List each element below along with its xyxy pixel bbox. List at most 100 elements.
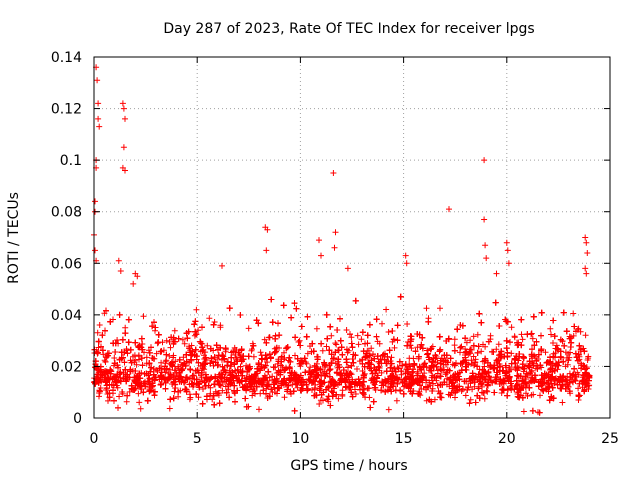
data-point xyxy=(231,382,238,389)
data-point xyxy=(195,394,202,401)
data-point xyxy=(582,332,589,339)
data-point xyxy=(575,325,582,332)
data-point xyxy=(415,353,422,360)
data-point xyxy=(136,356,142,363)
data-point xyxy=(166,405,173,412)
data-point xyxy=(263,339,270,346)
data-point xyxy=(257,390,264,397)
data-point xyxy=(383,306,390,313)
data-point xyxy=(349,344,356,351)
data-point xyxy=(354,366,360,372)
data-point xyxy=(481,363,488,370)
data-point xyxy=(245,325,252,332)
data-point xyxy=(345,364,351,371)
data-point xyxy=(175,363,181,370)
data-point xyxy=(511,333,518,340)
data-point xyxy=(391,344,398,351)
data-point xyxy=(343,327,350,333)
data-point xyxy=(467,396,474,403)
data-point xyxy=(382,388,389,395)
data-point xyxy=(222,345,229,352)
data-point xyxy=(96,322,103,328)
data-point xyxy=(298,323,305,330)
data-point xyxy=(283,345,290,352)
data-point xyxy=(370,351,376,358)
data-point xyxy=(307,364,314,371)
data-point xyxy=(345,347,352,354)
data-point xyxy=(348,334,355,341)
data-point xyxy=(535,383,542,390)
data-point xyxy=(394,364,401,371)
data-point xyxy=(408,345,415,352)
data-point xyxy=(575,385,582,392)
data-point xyxy=(193,306,200,313)
data-point xyxy=(520,408,527,415)
data-point xyxy=(179,336,186,343)
data-point xyxy=(332,340,339,347)
data-point xyxy=(331,355,338,361)
data-point xyxy=(162,358,169,365)
data-point xyxy=(163,351,170,358)
data-point xyxy=(376,367,383,374)
data-points xyxy=(91,64,593,416)
data-point xyxy=(150,355,157,362)
data-point xyxy=(373,333,380,340)
data-point xyxy=(339,351,346,358)
data-point xyxy=(380,351,387,358)
data-point xyxy=(335,347,342,354)
data-point xyxy=(144,397,151,404)
data-point xyxy=(485,382,491,389)
data-point xyxy=(571,323,578,330)
data-point xyxy=(135,390,142,397)
data-point xyxy=(123,346,130,352)
data-point xyxy=(426,379,433,386)
data-point xyxy=(328,351,335,358)
data-point xyxy=(451,342,458,349)
data-point xyxy=(211,319,218,325)
data-point xyxy=(103,307,109,314)
data-point xyxy=(463,339,470,346)
data-point xyxy=(474,363,481,370)
data-point xyxy=(542,349,549,356)
data-point xyxy=(499,367,506,374)
data-point xyxy=(385,329,392,335)
data-point xyxy=(143,354,150,361)
data-point xyxy=(339,387,346,394)
data-point xyxy=(378,387,385,394)
data-point xyxy=(326,373,333,380)
data-point xyxy=(437,305,443,312)
data-point xyxy=(354,332,361,339)
data-point xyxy=(375,363,382,370)
data-point xyxy=(458,343,465,350)
data-point xyxy=(529,335,536,342)
data-point xyxy=(256,406,262,413)
data-point xyxy=(476,310,483,317)
data-point xyxy=(167,344,174,351)
data-point xyxy=(170,352,177,359)
data-point xyxy=(350,359,357,366)
data-point xyxy=(495,357,502,364)
data-point xyxy=(214,356,221,362)
data-point xyxy=(171,327,178,334)
data-point xyxy=(462,335,469,342)
data-point xyxy=(217,324,224,331)
data-point xyxy=(114,337,121,343)
data-point xyxy=(374,338,381,345)
data-point xyxy=(289,381,296,388)
data-point xyxy=(281,394,288,401)
data-point xyxy=(304,350,311,357)
data-point xyxy=(493,346,500,353)
data-point xyxy=(547,354,553,361)
data-point xyxy=(429,388,436,394)
data-point xyxy=(228,380,234,386)
data-point xyxy=(132,339,139,346)
data-point xyxy=(547,325,554,332)
data-point xyxy=(163,337,170,344)
data-point xyxy=(349,356,356,362)
data-point xyxy=(111,355,118,361)
data-point xyxy=(554,366,561,373)
data-point xyxy=(122,324,129,331)
data-point xyxy=(537,392,543,399)
data-point xyxy=(195,359,202,366)
data-point xyxy=(120,370,127,376)
